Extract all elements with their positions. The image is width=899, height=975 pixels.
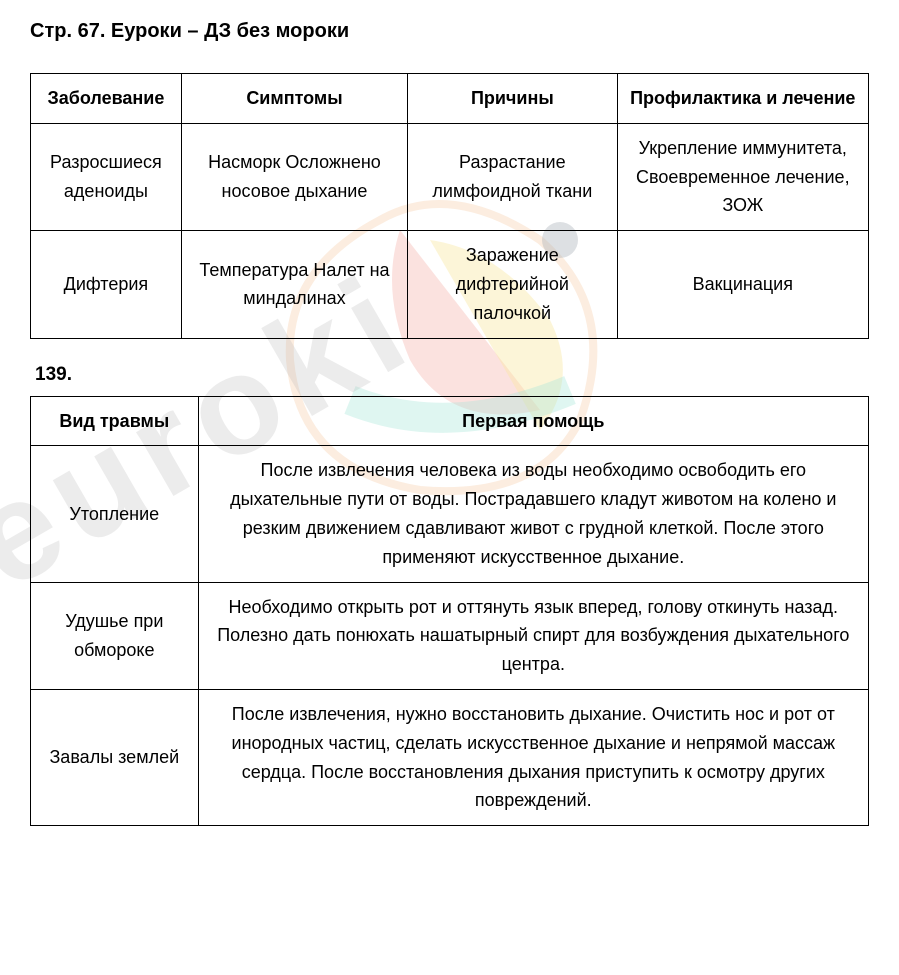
diseases-table: Заболевание Симптомы Причины Профилактик… (30, 73, 869, 339)
table-row: Дифтерия Температура Налет на миндалинах… (31, 231, 869, 338)
table-cell: Насморк Осложнено носовое дыхание (181, 123, 407, 230)
table-cell: Укрепление иммунитета, Своевременное леч… (617, 123, 868, 230)
table-row: Разросшиеся аденоиды Насморк Осложнено н… (31, 123, 869, 230)
table-cell: Разрастание лимфоидной ткани (408, 123, 618, 230)
table-row: Удушье при обмороке Необходимо открыть р… (31, 582, 869, 689)
page-content: Стр. 67. Еуроки – ДЗ без мороки Заболева… (30, 20, 869, 826)
table-cell: Температура Налет на миндалинах (181, 231, 407, 338)
table-cell: Утопление (31, 446, 199, 582)
table-header-cell: Причины (408, 74, 618, 124)
table-cell: Заражение дифтерийной палочкой (408, 231, 618, 338)
table-cell: Разросшиеся аденоиды (31, 123, 182, 230)
table-header-cell: Вид травмы (31, 396, 199, 446)
table-header-cell: Заболевание (31, 74, 182, 124)
first-aid-table: Вид травмы Первая помощь Утопление После… (30, 396, 869, 827)
table-cell: Необходимо открыть рот и оттянуть язык в… (198, 582, 868, 689)
table-header-row: Заболевание Симптомы Причины Профилактик… (31, 74, 869, 124)
table-row: Завалы землей После извлечения, нужно во… (31, 689, 869, 825)
table-cell: Завалы землей (31, 689, 199, 825)
table-header-cell: Первая помощь (198, 396, 868, 446)
table-row: Утопление После извлечения человека из в… (31, 446, 869, 582)
table-cell: Дифтерия (31, 231, 182, 338)
table-cell: После извлечения, нужно восстановить дых… (198, 689, 868, 825)
table-cell: После извлечения человека из воды необхо… (198, 446, 868, 582)
table-header-cell: Симптомы (181, 74, 407, 124)
table-header-cell: Профилактика и лечение (617, 74, 868, 124)
table-header-row: Вид травмы Первая помощь (31, 396, 869, 446)
page-title: Стр. 67. Еуроки – ДЗ без мороки (30, 20, 869, 43)
section-number: 139. (35, 364, 869, 386)
table-cell: Удушье при обмороке (31, 582, 199, 689)
table-cell: Вакцинация (617, 231, 868, 338)
